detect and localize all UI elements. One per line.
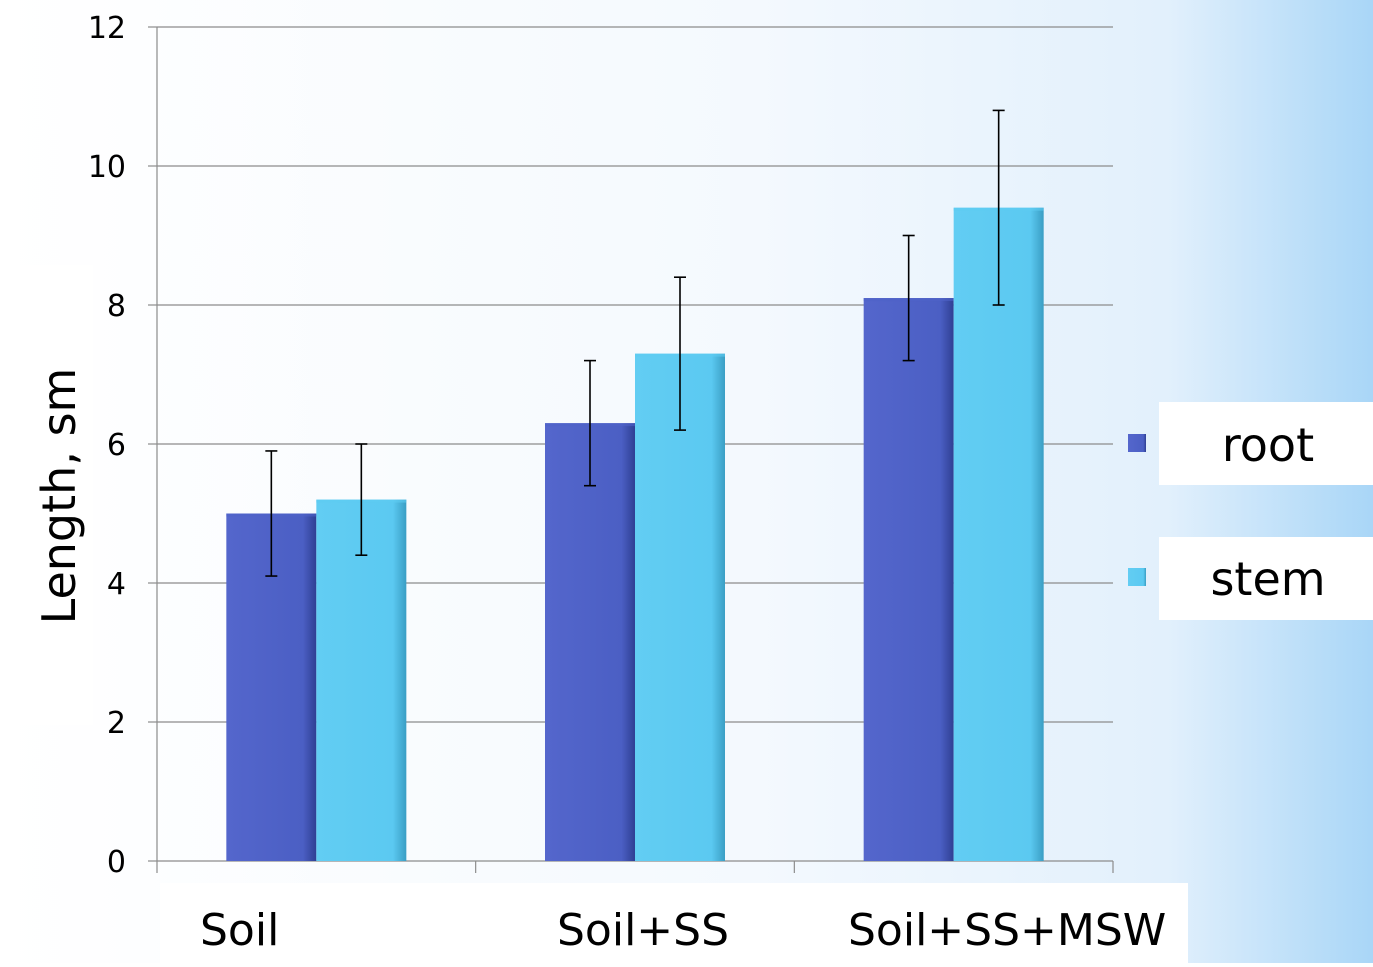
legend-panel-stem [1159, 537, 1373, 620]
bars [226, 207, 1044, 861]
bar-root [863, 298, 954, 861]
legend-label-root: root [1222, 418, 1314, 472]
legend-swatch-stem [1128, 568, 1146, 586]
y-axis-label: Length, sm [32, 368, 86, 625]
y-tick-label: 6 [107, 428, 126, 463]
y-tick-labels: 0 2 4 6 8 10 12 [88, 11, 126, 880]
ylabel-panel [8, 265, 93, 725]
error-bars [265, 109, 1005, 577]
legend-label-stem: stem [1210, 552, 1325, 606]
bar-stem [953, 207, 1044, 861]
legend-swatch-root [1128, 434, 1146, 452]
y-tick-label: 2 [107, 706, 126, 741]
x-tick-label: Soil+SS+MSW [848, 905, 1166, 956]
legend: root stem [1128, 418, 1326, 606]
x-tick-label: Soil+SS [557, 905, 729, 956]
y-tick-label: 8 [107, 289, 126, 324]
x-tick-labels: Soil Soil+SS Soil+SS+MSW [200, 905, 1166, 956]
y-tick-label: 10 [88, 150, 126, 185]
bar-stem [635, 353, 725, 861]
bar-root [545, 423, 635, 861]
y-tick-label: 12 [88, 11, 126, 46]
legend-panel-root [1159, 402, 1373, 485]
xlabel-panel [160, 883, 1188, 963]
y-tick-label: 0 [107, 845, 126, 880]
bar-stem [316, 499, 407, 861]
y-tick-label: 4 [107, 567, 126, 602]
x-tick-label: Soil [200, 905, 279, 956]
